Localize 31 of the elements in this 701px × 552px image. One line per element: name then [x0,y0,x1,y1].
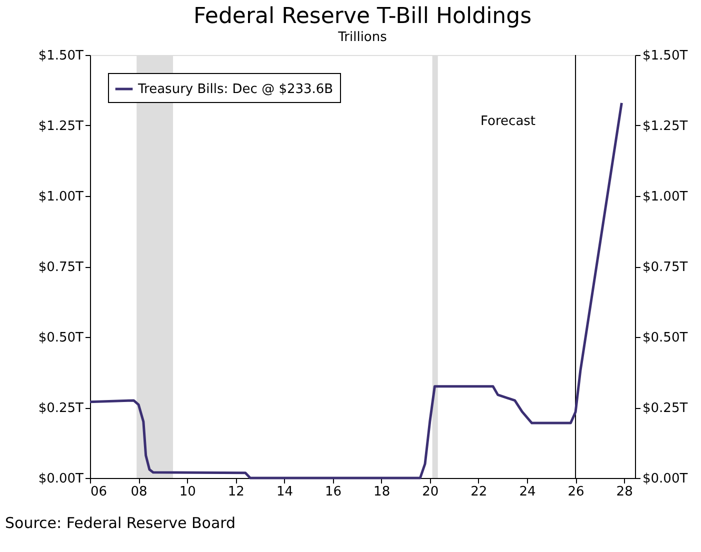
y-tick-label: $0.00T [38,472,84,486]
y2-tick-label: $0.75T [642,260,688,275]
y2-tick-label: $1.25T [642,119,688,134]
y-tick-label: $0.50T [38,330,84,346]
source-note: Source: Federal Reserve Board [5,514,236,532]
y2-tick-label: $0.50T [642,330,688,346]
y-tick-label: $0.25T [38,401,84,416]
x-tick-label: 14 [276,484,293,500]
y-tick-label: $1.00T [38,190,84,204]
y-tick-label: $1.50T [38,48,84,64]
y2-tick-label: $0.00T [642,472,688,486]
legend-label: Treasury Bills: Dec @ $233.6B [137,82,334,97]
x-tick-label: 28 [616,484,633,500]
x-tick-label: 10 [179,484,196,500]
y-tick-label: $1.25T [38,119,84,134]
x-tick-label: 20 [422,484,439,500]
ref-line-label: Forecast [480,114,536,129]
x-tick-label: 22 [470,484,488,500]
y2-tick-label: $1.00T [642,190,688,204]
y2-tick-label: $1.50T [642,48,688,64]
y2-tick-label: $0.25T [642,401,688,416]
y-tick-label: $0.75T [38,260,84,275]
x-tick-label: 12 [228,484,244,500]
x-tick-label: 16 [324,484,342,500]
x-tick-label: 24 [519,484,536,500]
chart-subtitle: Trillions [337,30,388,45]
x-tick-label: 18 [374,484,390,500]
chart-title: Federal Reserve T-Bill Holdings [193,4,532,29]
x-tick-label: 08 [130,484,148,500]
x-tick-label: 26 [568,484,584,500]
x-tick-label: 06 [90,484,108,500]
